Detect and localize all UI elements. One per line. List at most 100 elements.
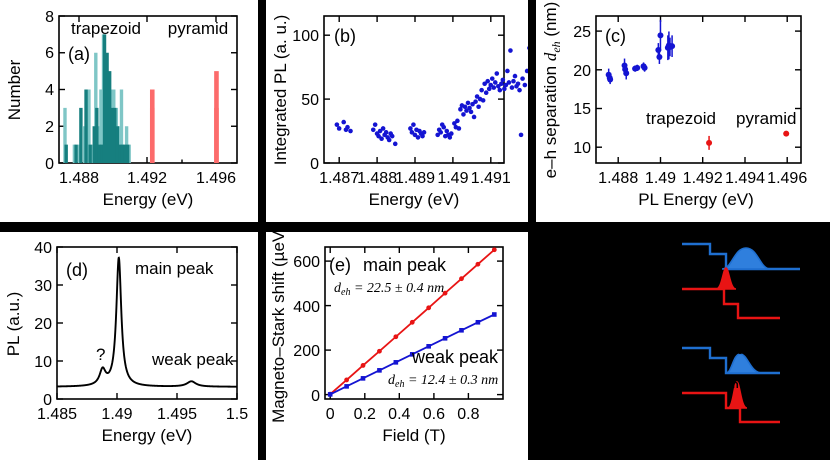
svg-text:0: 0 [310, 156, 319, 173]
scatter-point [465, 100, 471, 106]
panel-e-annotation-weak-peak: weak peak [411, 347, 499, 367]
scatter-point [455, 118, 460, 124]
svg-text:1.487: 1.487 [319, 170, 359, 187]
scatter-point [499, 81, 504, 87]
histogram-bar-inner [149, 107, 155, 163]
scatter-point [420, 133, 425, 139]
data-marker [409, 319, 415, 325]
data-marker [344, 377, 350, 383]
panel-a-bars [63, 34, 219, 163]
svg-text:1.485: 1.485 [37, 406, 77, 423]
svg-text:1.496: 1.496 [767, 170, 807, 187]
scatter-point [482, 81, 487, 87]
histogram-bar [107, 71, 112, 163]
scatter-point [380, 126, 386, 131]
panel-b-y-ticklabels: 0 50 100 [292, 28, 319, 173]
svg-text:1.492: 1.492 [127, 170, 167, 187]
electron-wavefunction [721, 247, 771, 270]
panel-e-series [327, 247, 497, 397]
histogram-bar [92, 126, 96, 163]
histogram-bar [118, 144, 122, 163]
svg-text:0.2: 0.2 [354, 406, 376, 423]
scatter-point [476, 104, 481, 110]
scatter-point [485, 78, 491, 84]
panel-c-label: (c) [605, 26, 626, 46]
panel-d-annotation-main-peak: main peak [135, 259, 214, 278]
panel-e-annotation-main-deh: deh = 22.5 ± 0.4 nm [334, 281, 444, 298]
scatter-point [480, 98, 486, 103]
panel-a-legend-trapezoid: trapezoid [71, 19, 141, 38]
panel-d-y-ticklabels: 0 10 20 30 40 [34, 240, 52, 409]
histogram-bar [125, 144, 130, 163]
data-marker [475, 261, 481, 267]
scatter-point [386, 137, 392, 143]
panel-b: 0 50 100 1.487 1.488 1.489 1.49 1.491 En… [266, 0, 528, 222]
scatter-point [415, 135, 421, 140]
scatter-point [409, 130, 415, 135]
hole-label: h [712, 267, 719, 279]
histogram-bar [84, 89, 88, 163]
scatter-point [461, 112, 466, 117]
hole-wavefunction [727, 381, 748, 409]
panel-c-svg: 10 15 20 25 1.488 1.49 1.492 1.494 1.496… [541, 2, 807, 209]
panel-e: 0 200 400 600 0 0.2 0.4 0.6 0.8 Field (T… [266, 232, 528, 460]
svg-text:2: 2 [45, 119, 54, 136]
scatter-point [524, 68, 528, 74]
data-marker [409, 352, 415, 357]
scatter-point [503, 82, 509, 88]
scatter-point [379, 136, 384, 142]
panel-b-svg: 0 50 100 1.487 1.488 1.489 1.49 1.491 En… [271, 15, 528, 209]
scatter-point [488, 82, 494, 88]
histogram-bar [113, 107, 117, 163]
scatter-point [447, 135, 453, 140]
data-marker [475, 319, 481, 325]
panel-d-x-ticks [56, 247, 238, 399]
panel-a-svg: 0 2 4 6 8 1.488 1.492 1.496 Energy (eV) … [5, 9, 238, 209]
panel-d-y-ticks [57, 246, 237, 400]
hole-band-profile [682, 287, 780, 320]
scatter-point [497, 87, 503, 93]
panel-c-plot-area [595, 15, 802, 164]
scatter-point [348, 128, 353, 134]
panel-e-svg: 0 200 400 600 0 0.2 0.4 0.6 0.8 Field (T… [269, 232, 504, 445]
data-marker [426, 344, 431, 349]
data-marker [442, 290, 448, 296]
scatter-point [492, 80, 498, 85]
scatter-point [512, 73, 518, 79]
panel-b-y-ticks [324, 34, 504, 164]
panel-b-xlabel: Energy (eV) [369, 190, 460, 209]
band-schematic-group: e h e h [670, 232, 830, 460]
histogram-bar [79, 107, 83, 163]
scatter-point [470, 101, 475, 107]
panel-a-ylabel: Number [5, 59, 24, 120]
scatter-point [505, 68, 510, 74]
svg-text:100: 100 [292, 28, 319, 45]
data-marker [327, 392, 333, 397]
panel-b-label: (b) [334, 26, 356, 46]
panel-e-ylabel: Magneto–Stark shift (µeV) [269, 232, 288, 423]
panel-a: 0 2 4 6 8 1.488 1.492 1.496 Energy (eV) … [0, 0, 258, 222]
panel-d-spectrum-curve [56, 256, 237, 388]
histogram-bar [123, 144, 127, 163]
svg-text:400: 400 [293, 299, 320, 316]
scatter-point [438, 130, 444, 135]
data-marker [459, 276, 464, 282]
data-point [706, 139, 713, 146]
histogram-bar [74, 144, 78, 163]
histogram-bar-inner [214, 107, 219, 163]
scatter-point [486, 86, 492, 92]
scatter-point [377, 128, 383, 134]
svg-text:1.49: 1.49 [645, 170, 676, 187]
data-marker [459, 327, 464, 333]
panel-c-points [605, 19, 790, 150]
panel-d-ylabel: PL (a.u.) [4, 292, 23, 357]
scatter-point [467, 105, 472, 111]
data-marker [377, 348, 382, 354]
hole-label: h [732, 379, 739, 391]
svg-text:10: 10 [34, 354, 52, 371]
data-marker [442, 336, 448, 341]
svg-text:15: 15 [573, 101, 591, 118]
data-point [634, 64, 641, 71]
svg-text:0: 0 [43, 392, 52, 409]
panel-d-xlabel: Energy (eV) [102, 426, 193, 445]
